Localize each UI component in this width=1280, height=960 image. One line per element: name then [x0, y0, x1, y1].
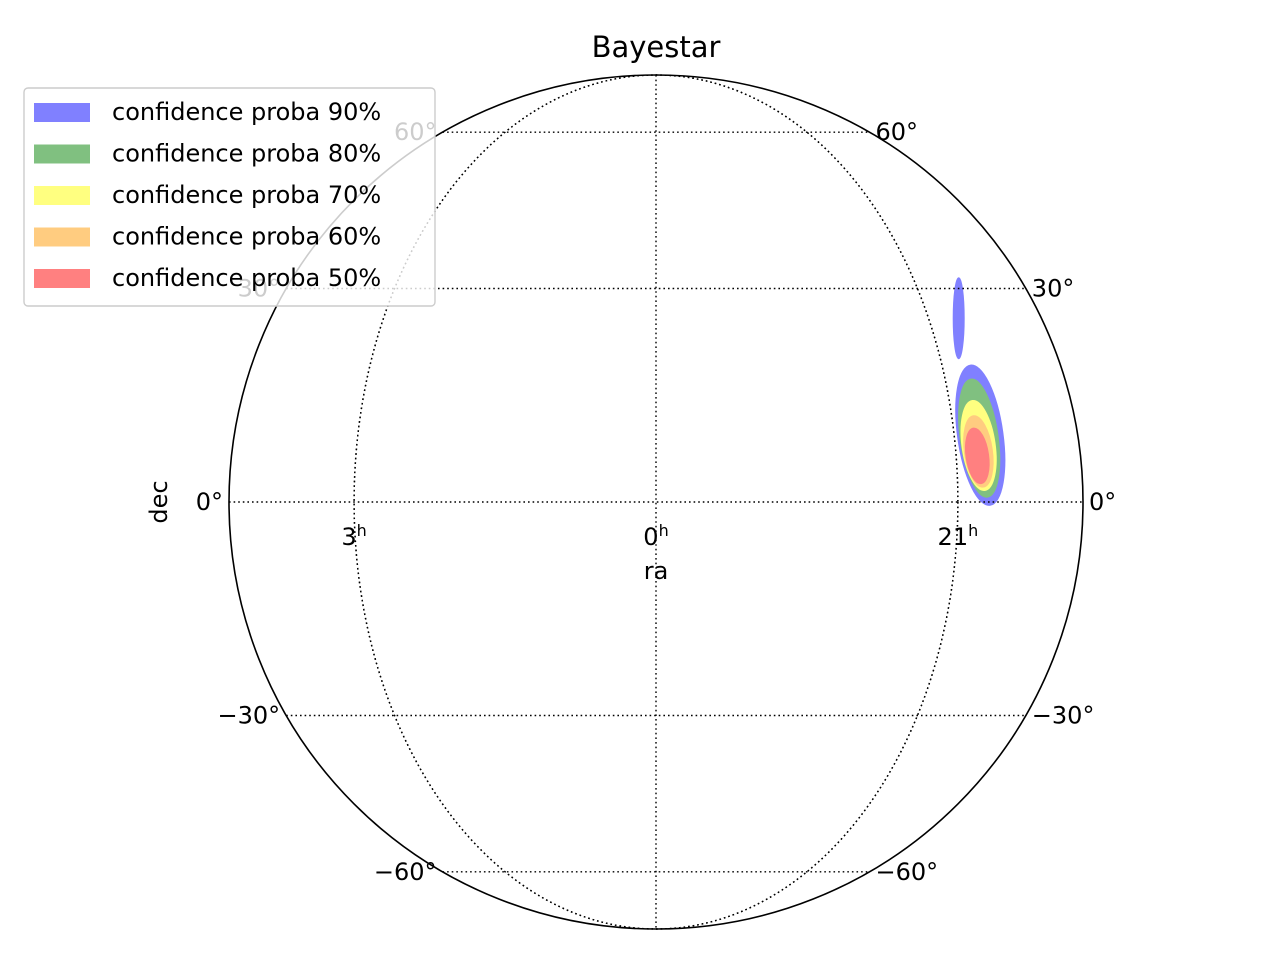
- legend-swatch: [34, 186, 90, 205]
- legend-entry-label: confidence proba 90%: [112, 98, 381, 126]
- dec-tick-label-right: −60°: [876, 858, 939, 886]
- dec-tick-label-right: 60°: [876, 118, 919, 146]
- legend-entry-label: confidence proba 80%: [112, 140, 381, 168]
- legend-entry-label: confidence proba 60%: [112, 223, 381, 251]
- legend: confidence proba 90% confidence proba 80%…: [23, 87, 436, 307]
- legend-swatch: [34, 227, 90, 247]
- ra-tick-label: 21h: [938, 521, 979, 551]
- ra-tick-label: 3h: [341, 521, 366, 551]
- contour-region-0-0: [952, 277, 965, 360]
- legend-swatch: [34, 144, 90, 164]
- legend-swatch: [34, 269, 90, 288]
- dec-tick-label-left: −60°: [374, 858, 437, 886]
- dec-tick-label-right: 0°: [1089, 488, 1116, 516]
- x-axis-label: ra: [644, 557, 669, 585]
- dec-tick-label-right: −30°: [1032, 702, 1095, 730]
- dec-tick-label-right: 30°: [1032, 275, 1075, 303]
- dec-tick-label-left: −30°: [218, 702, 281, 730]
- y-axis-label: dec: [145, 480, 173, 523]
- ra-tick-label: 0h: [643, 521, 668, 551]
- contour-regions: [952, 277, 1006, 506]
- contour-region-4-0: [964, 427, 990, 485]
- legend-swatch: [34, 103, 90, 122]
- dec-tick-label-left: 0°: [196, 488, 223, 516]
- chart-title: Bayestar: [592, 30, 721, 64]
- legend-entry-label: confidence proba 70%: [112, 181, 381, 209]
- globe-outline: [228, 74, 1084, 930]
- legend-entry-label: confidence proba 50%: [112, 264, 381, 292]
- legend-frame: [23, 87, 436, 307]
